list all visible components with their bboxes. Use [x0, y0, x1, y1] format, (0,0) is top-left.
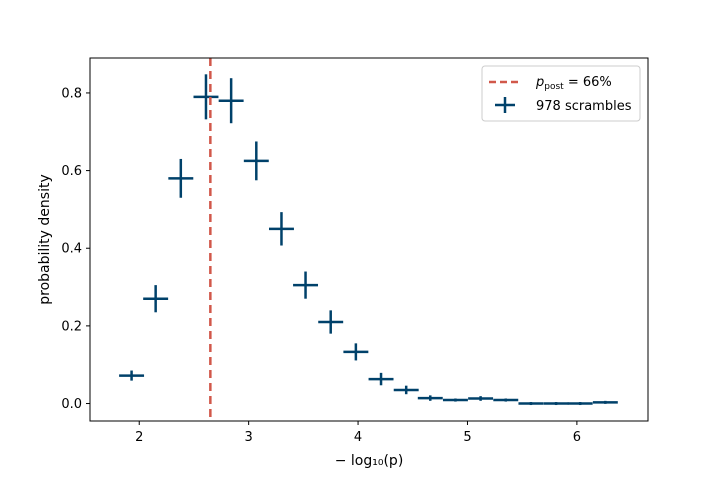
legend-label-vline: ppost = 66%	[535, 75, 612, 92]
x-tick-label: 4	[354, 430, 362, 445]
data-point	[567, 402, 593, 406]
data-point	[543, 402, 569, 406]
data-point	[218, 78, 244, 124]
x-axis-ticks: 2 3 4 5 6	[135, 421, 581, 445]
data-point	[368, 372, 394, 386]
data-point	[468, 396, 494, 401]
plot-layer	[119, 58, 618, 421]
data-point	[518, 402, 544, 406]
legend-box	[481, 65, 641, 122]
data-point	[168, 158, 194, 198]
x-tick-label: 6	[573, 430, 581, 445]
data-point	[493, 398, 519, 402]
legend-label-series: 978 scrambles	[536, 99, 632, 114]
legend-label-vline-rest: = 66%	[564, 75, 612, 90]
y-tick-label: 0.8	[61, 86, 82, 101]
legend-label-vline-sub: post	[544, 82, 564, 92]
data-point	[268, 212, 294, 246]
y-axis-ticks: 0.0 0.2 0.4 0.6 0.8	[61, 86, 90, 412]
y-tick-label: 0.0	[61, 397, 82, 412]
y-tick-label: 0.6	[61, 164, 82, 179]
legend: ppost = 66% 978 scrambles	[481, 65, 641, 122]
data-point	[143, 285, 169, 313]
x-axis-label: − log₁₀(p)	[335, 453, 404, 469]
data-point	[318, 310, 344, 334]
legend-swatch-series	[495, 97, 515, 113]
series-0-points	[119, 74, 618, 406]
x-tick-label: 2	[135, 430, 143, 445]
y-tick-label: 0.2	[61, 319, 82, 334]
y-axis-label: probability density	[37, 174, 53, 304]
data-point	[343, 343, 369, 361]
legend-label-vline-main: p	[535, 75, 544, 90]
axes-frame	[89, 57, 649, 422]
data-point	[243, 141, 269, 181]
data-point	[442, 398, 468, 402]
data-point	[119, 370, 145, 381]
x-tick-label: 5	[463, 430, 471, 445]
data-point	[393, 385, 419, 395]
x-tick-label: 3	[245, 430, 253, 445]
data-point	[417, 395, 443, 401]
data-point	[193, 74, 219, 120]
data-point	[293, 271, 319, 299]
y-tick-label: 0.4	[61, 242, 82, 257]
data-point	[592, 400, 618, 404]
